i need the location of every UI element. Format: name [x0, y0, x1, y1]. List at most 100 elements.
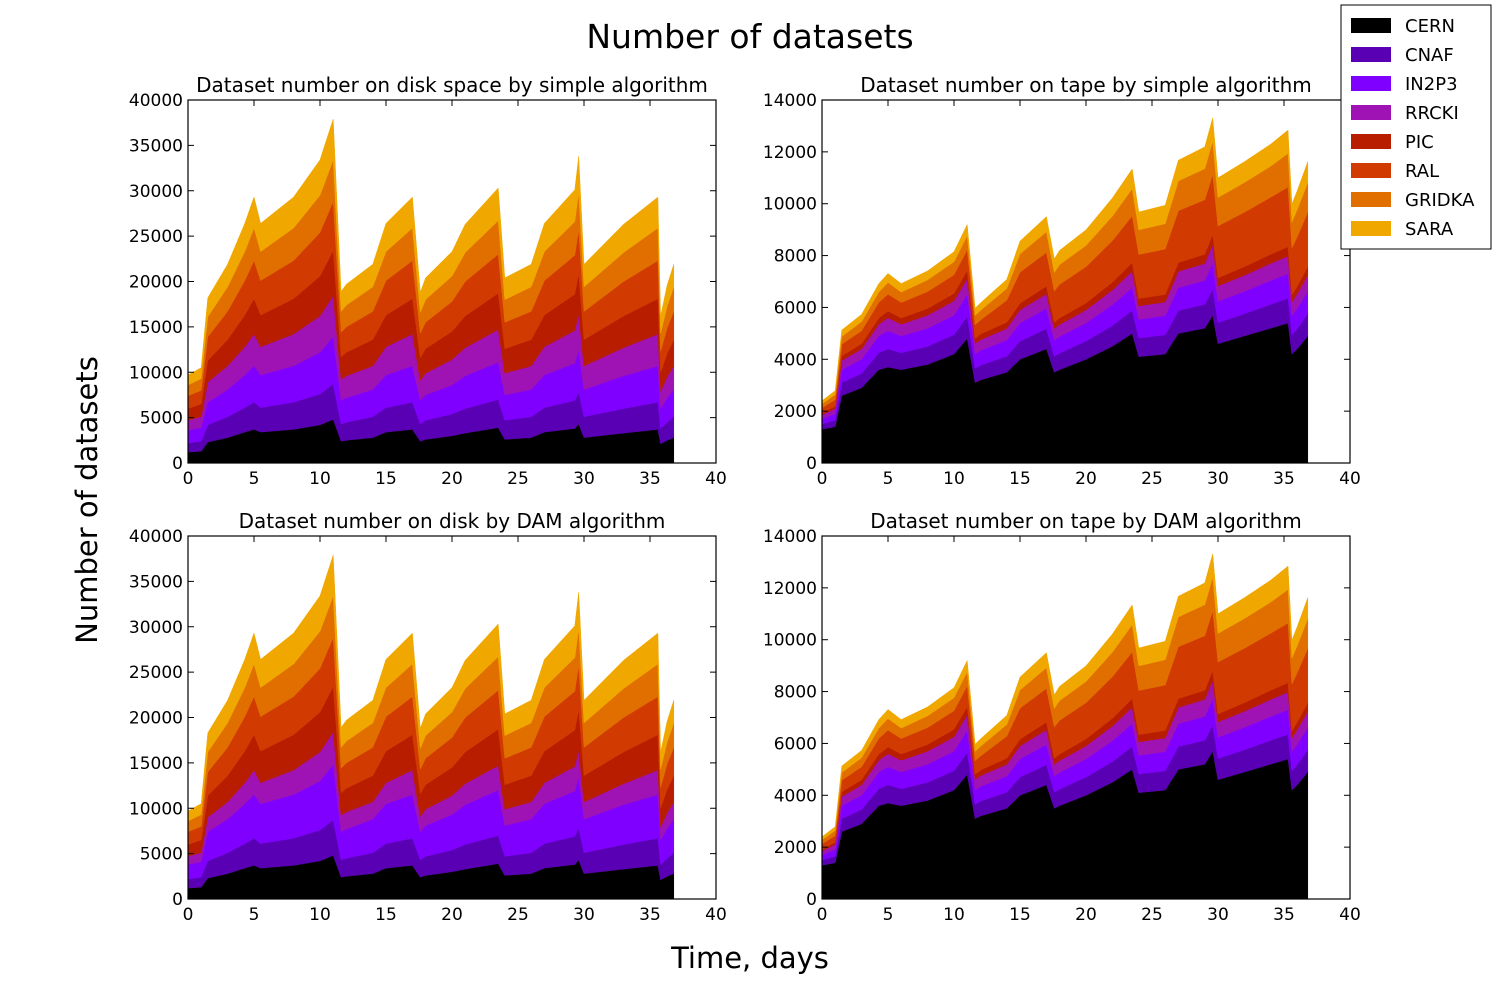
legend: CERN CNAF IN2P3 RRCKI PIC RAL GRIDKA SARA	[1340, 4, 1492, 250]
legend-label-ral: RAL	[1405, 161, 1439, 182]
x-tick-label: 0	[183, 905, 194, 925]
panel-title: Dataset number on tape by simple algorit…	[860, 73, 1312, 97]
legend-swatch-pic	[1351, 134, 1391, 149]
x-tick-label: 40	[705, 905, 727, 925]
x-tick-label: 20	[1075, 469, 1097, 489]
x-tick-label: 30	[573, 469, 595, 489]
y-tick-label: 20000	[129, 709, 183, 729]
y-tick-label: 5000	[140, 845, 183, 865]
y-tick-label: 4000	[774, 786, 817, 806]
y-tick-label: 15000	[129, 318, 183, 338]
x-tick-label: 10	[309, 469, 331, 489]
x-tick-label: 30	[1207, 905, 1229, 925]
x-tick-label: 35	[639, 469, 661, 489]
figure-ylabel: Number of datasets	[70, 356, 104, 644]
x-tick-label: 35	[639, 905, 661, 925]
panel-1: Dataset number on disk space by simple a…	[129, 73, 727, 489]
panel-title: Dataset number on tape by DAM algorithm	[870, 509, 1302, 533]
panel-2: Dataset number on tape by simple algorit…	[763, 73, 1361, 489]
legend-swatch-in2p3	[1351, 76, 1391, 91]
y-tick-label: 5000	[140, 409, 183, 429]
y-tick-label: 8000	[774, 247, 817, 267]
y-tick-label: 30000	[129, 618, 183, 638]
x-tick-label: 10	[943, 905, 965, 925]
legend-swatch-ral	[1351, 163, 1391, 178]
legend-swatch-cnaf	[1351, 47, 1391, 62]
y-tick-label: 35000	[129, 572, 183, 592]
x-tick-label: 0	[183, 469, 194, 489]
y-tick-label: 10000	[763, 195, 817, 215]
figure-title: Number of datasets	[586, 17, 913, 56]
y-tick-label: 0	[172, 890, 183, 910]
panel-3: Dataset number on disk by DAM algorithm 0…	[129, 509, 727, 925]
legend-label-sara: SARA	[1405, 219, 1454, 240]
y-tick-label: 6000	[774, 734, 817, 754]
x-tick-label: 5	[883, 469, 894, 489]
legend-label-rrcki: RRCKI	[1405, 103, 1459, 124]
x-tick-label: 5	[249, 469, 260, 489]
legend-label-cnaf: CNAF	[1405, 45, 1454, 66]
y-tick-label: 0	[172, 454, 183, 474]
y-tick-label: 10000	[129, 799, 183, 819]
x-tick-label: 15	[375, 905, 397, 925]
y-tick-label: 12000	[763, 143, 817, 163]
x-tick-label: 15	[1009, 905, 1031, 925]
y-tick-label: 40000	[129, 527, 183, 547]
x-tick-label: 35	[1273, 469, 1295, 489]
y-tick-label: 12000	[763, 579, 817, 599]
y-tick-label: 10000	[763, 631, 817, 651]
legend-swatch-gridka	[1351, 192, 1391, 207]
x-tick-label: 0	[817, 905, 828, 925]
y-tick-label: 14000	[763, 527, 817, 547]
area-sara	[187, 555, 675, 822]
x-tick-label: 10	[309, 905, 331, 925]
x-tick-label: 5	[883, 905, 894, 925]
y-tick-label: 30000	[129, 182, 183, 202]
y-tick-label: 6000	[774, 298, 817, 318]
x-tick-label: 25	[507, 905, 529, 925]
y-tick-label: 0	[806, 890, 817, 910]
y-tick-label: 35000	[129, 136, 183, 156]
x-tick-label: 5	[249, 905, 260, 925]
y-tick-label: 4000	[774, 350, 817, 370]
area-sara	[821, 553, 1309, 841]
x-tick-label: 40	[705, 469, 727, 489]
y-tick-label: 2000	[774, 402, 817, 422]
x-tick-label: 40	[1339, 905, 1361, 925]
x-tick-label: 35	[1273, 905, 1295, 925]
x-tick-label: 25	[1141, 905, 1163, 925]
y-tick-label: 40000	[129, 91, 183, 111]
legend-swatch-rrcki	[1351, 105, 1391, 120]
x-tick-label: 20	[441, 469, 463, 489]
x-tick-label: 30	[573, 905, 595, 925]
legend-label-gridka: GRIDKA	[1405, 190, 1475, 211]
x-tick-label: 15	[1009, 469, 1031, 489]
y-tick-label: 14000	[763, 91, 817, 111]
panel-4: Dataset number on tape by DAM algorithm 0…	[763, 509, 1361, 925]
legend-box	[1340, 4, 1492, 250]
x-tick-label: 40	[1339, 469, 1361, 489]
y-tick-label: 8000	[774, 683, 817, 703]
panel-title: Dataset number on disk space by simple a…	[196, 73, 708, 97]
x-tick-label: 10	[943, 469, 965, 489]
x-tick-label: 25	[507, 469, 529, 489]
x-tick-label: 15	[375, 469, 397, 489]
y-tick-label: 20000	[129, 273, 183, 293]
x-tick-label: 30	[1207, 469, 1229, 489]
legend-swatch-sara	[1351, 221, 1391, 236]
panel-title: Dataset number on disk by DAM algorithm	[239, 509, 666, 533]
legend-swatch-cern	[1351, 18, 1391, 33]
y-tick-label: 25000	[129, 227, 183, 247]
figure-xlabel: Time, days	[670, 941, 829, 975]
y-tick-label: 15000	[129, 754, 183, 774]
legend-label-cern: CERN	[1405, 16, 1455, 37]
y-tick-label: 10000	[129, 363, 183, 383]
panels: Dataset number on disk space by simple a…	[129, 73, 1361, 925]
legend-label-pic: PIC	[1405, 132, 1434, 153]
area-sara	[187, 119, 675, 386]
x-tick-label: 20	[1075, 905, 1097, 925]
x-tick-label: 0	[817, 469, 828, 489]
y-tick-label: 2000	[774, 838, 817, 858]
legend-label-in2p3: IN2P3	[1405, 74, 1458, 95]
